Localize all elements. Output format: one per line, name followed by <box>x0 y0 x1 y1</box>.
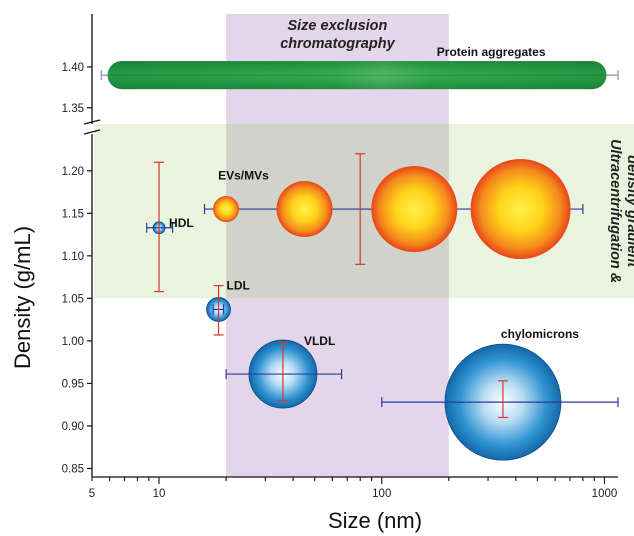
x-tick-label: 1000 <box>592 488 618 500</box>
hdl-label: HDL <box>169 216 194 230</box>
evs-sphere <box>213 196 240 223</box>
protein-aggregates-label: Protein aggregates <box>437 45 546 59</box>
x-tick-label: 5 <box>89 488 95 500</box>
y-axis-title: Density (g/mL) <box>10 226 35 369</box>
evs-label: EVs/MVs <box>218 168 269 182</box>
x-tick-label: 10 <box>153 488 166 500</box>
y-tick-label: 1.00 <box>62 336 84 348</box>
y-tick-label: 1.35 <box>62 103 84 115</box>
vldl-label: VLDL <box>304 334 335 348</box>
axis-break-mark <box>83 119 101 125</box>
uc-region-label: density gradient <box>624 155 634 268</box>
evs-sphere <box>371 166 458 253</box>
y-tick-label: 0.90 <box>62 421 84 433</box>
evs-sphere <box>276 181 333 238</box>
y-tick-label: 1.15 <box>62 208 84 220</box>
y-tick-label: 0.85 <box>62 463 84 475</box>
chylomicrons-label: chylomicrons <box>501 327 579 341</box>
uc-region-label: Ultracentrifugation & <box>607 139 623 283</box>
x-tick-label: 100 <box>372 488 391 500</box>
x-axis-title: Size (nm) <box>328 508 422 533</box>
axis-break-mark <box>83 129 101 135</box>
y-tick-label: 1.05 <box>62 293 84 305</box>
y-tick-label: 1.20 <box>62 166 84 178</box>
evs-sphere <box>470 159 571 260</box>
y-tick-label: 0.95 <box>62 378 84 390</box>
sec-region-label: chromatography <box>280 36 395 52</box>
ldl-label: LDL <box>227 278 250 292</box>
y-tick-label: 1.10 <box>62 251 84 263</box>
sec-region-label: Size exclusion <box>287 18 387 34</box>
y-tick-label: 1.40 <box>62 62 84 74</box>
